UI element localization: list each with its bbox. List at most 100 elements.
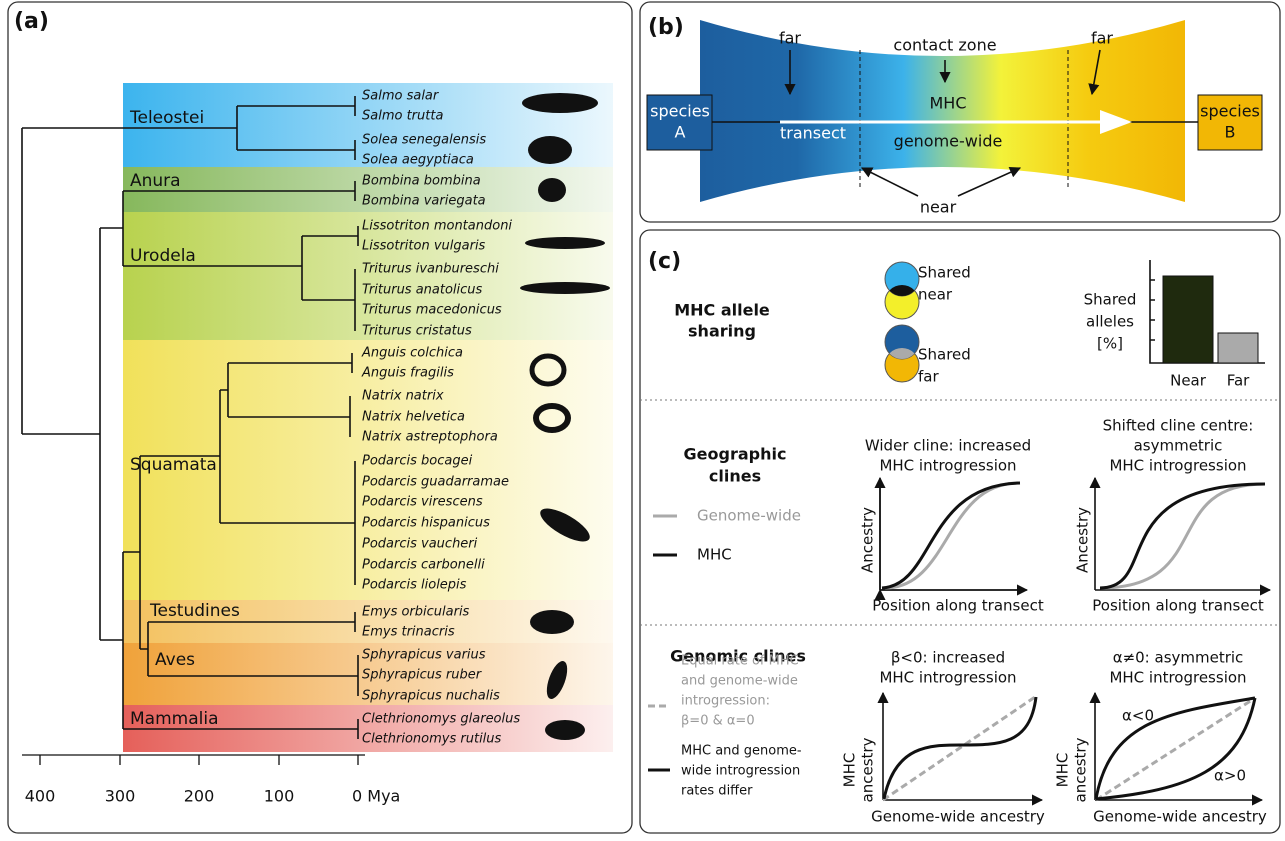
axis-label: Genome-wide ancestry — [1093, 808, 1267, 826]
label: Shared — [918, 346, 971, 364]
axes — [880, 480, 1025, 590]
axis-label: ancestry — [1072, 737, 1090, 802]
row-title: sharing — [688, 322, 756, 341]
shape — [522, 93, 598, 113]
axis-label: Genome-wide ancestry — [871, 808, 1045, 826]
legend-label: introgression: — [681, 694, 770, 709]
axis-label: MHC — [1054, 753, 1072, 788]
species-label: Lissotriton montandoni — [362, 219, 512, 234]
species-label: Podarcis vaucheri — [362, 537, 478, 552]
legend-label: MHC — [697, 546, 732, 564]
species-label: Bombina variegata — [362, 194, 486, 209]
axis-label: alleles — [1086, 313, 1134, 331]
species-b: species — [1200, 102, 1260, 121]
species-label: Podarcis virescens — [362, 495, 483, 510]
species-label: Podarcis guadarramae — [362, 475, 509, 490]
axis-label: Position along transect — [1092, 597, 1264, 615]
panel-label: (a) — [14, 9, 49, 34]
label: contact zone — [893, 36, 996, 55]
category: Near — [1170, 372, 1207, 390]
species-label: Triturus macedonicus — [362, 303, 502, 318]
legend-label: rates differ — [681, 784, 753, 799]
panel-label: (b) — [648, 15, 684, 40]
species-label: Podarcis carbonelli — [362, 558, 485, 573]
plot-title: MHC introgression — [1109, 457, 1246, 475]
legend-label: Equal rate of MHC — [681, 654, 799, 669]
plot-title: MHC introgression — [879, 669, 1016, 687]
species-a: species — [650, 102, 710, 121]
plot-title: MHC introgression — [1109, 669, 1246, 687]
species-label: Salmo salar — [362, 89, 440, 104]
legend-label: Genome-wide — [697, 507, 801, 525]
shape — [538, 178, 566, 202]
species-label: Natrix natrix — [362, 389, 444, 404]
clade-label: Urodela — [130, 246, 196, 266]
label: near — [918, 286, 953, 304]
category: Far — [1227, 372, 1250, 390]
species-label: Emys orbicularis — [362, 605, 470, 620]
plot-title: α≠0: asymmetric — [1113, 649, 1244, 667]
label: far — [779, 29, 801, 48]
plot-title: Wider cline: increased — [865, 437, 1031, 455]
label: MHC — [929, 94, 966, 113]
species-label: Clethrionomys glareolus — [362, 712, 520, 727]
species-label: Natrix helvetica — [362, 410, 465, 425]
plot-title: asymmetric — [1134, 437, 1223, 455]
shape — [525, 237, 605, 249]
tick-label: 100 — [264, 787, 295, 806]
shape — [862, 168, 918, 196]
species-label: Sphyrapicus nuchalis — [362, 689, 500, 704]
annotation: α<0 — [1122, 707, 1154, 725]
label: near — [920, 198, 957, 217]
species-label: Triturus anatolicus — [362, 283, 483, 298]
axis-label: Position along transect — [872, 597, 1044, 615]
species-label: Podarcis bocagei — [362, 454, 473, 469]
shape — [520, 282, 610, 294]
mhc-cline — [1100, 484, 1265, 588]
species-label: Bombina bombina — [362, 174, 481, 189]
tick-label: 0 Mya — [352, 787, 400, 806]
mhc-cline — [882, 483, 1020, 588]
equal-rate — [883, 697, 1035, 800]
shape: 400 300 200 100 0 Mya — [22, 755, 400, 806]
species-label: Solea senegalensis — [362, 133, 486, 148]
row-title: MHC allele — [674, 301, 770, 320]
clade-label: Teleostei — [129, 108, 204, 128]
axis-label: ancestry — [859, 737, 877, 802]
species-label: Triturus cristatus — [362, 324, 472, 339]
bar — [1218, 333, 1258, 363]
bar — [1163, 276, 1213, 363]
axis-label: Ancestry — [859, 507, 877, 573]
clade-label: Anura — [130, 171, 181, 191]
axis-label: [%] — [1097, 335, 1123, 353]
shape — [530, 610, 574, 634]
clade-label: Squamata — [130, 455, 217, 475]
plot-title: Shifted cline centre: — [1103, 417, 1254, 435]
species-label: Lissotriton vulgaris — [362, 239, 486, 254]
species-a: A — [675, 123, 686, 142]
species-label: Clethrionomys rutilus — [362, 732, 502, 747]
panel-label: (c) — [648, 249, 681, 274]
species-label: Emys trinacris — [362, 625, 455, 640]
row-title: clines — [709, 467, 761, 486]
species-label: Sphyrapicus varius — [362, 648, 486, 663]
species-label: Triturus ivanbureschi — [362, 262, 499, 277]
plot-title: β<0: increased — [891, 649, 1005, 667]
species-b: B — [1225, 123, 1236, 142]
figure: (a) 400 300 200 100 0 Mya (b) species A spec… — [0, 0, 1285, 837]
clade-label: Mammalia — [130, 709, 219, 729]
legend-label: wide introgression — [681, 764, 800, 779]
shape — [545, 720, 585, 740]
label: genome-wide — [894, 132, 1003, 151]
shape — [958, 168, 1020, 196]
tick-label: 300 — [105, 787, 136, 806]
axis-label: MHC — [841, 753, 859, 788]
tick-label: 400 — [25, 787, 56, 806]
tick-label: 200 — [184, 787, 215, 806]
species-label: Sphyrapicus ruber — [362, 668, 483, 683]
genome-wide-cline — [885, 483, 1018, 588]
plot-title: MHC introgression — [879, 457, 1016, 475]
label: far — [1091, 29, 1113, 48]
label: far — [918, 368, 939, 386]
axis-label: Ancestry — [1074, 507, 1092, 573]
